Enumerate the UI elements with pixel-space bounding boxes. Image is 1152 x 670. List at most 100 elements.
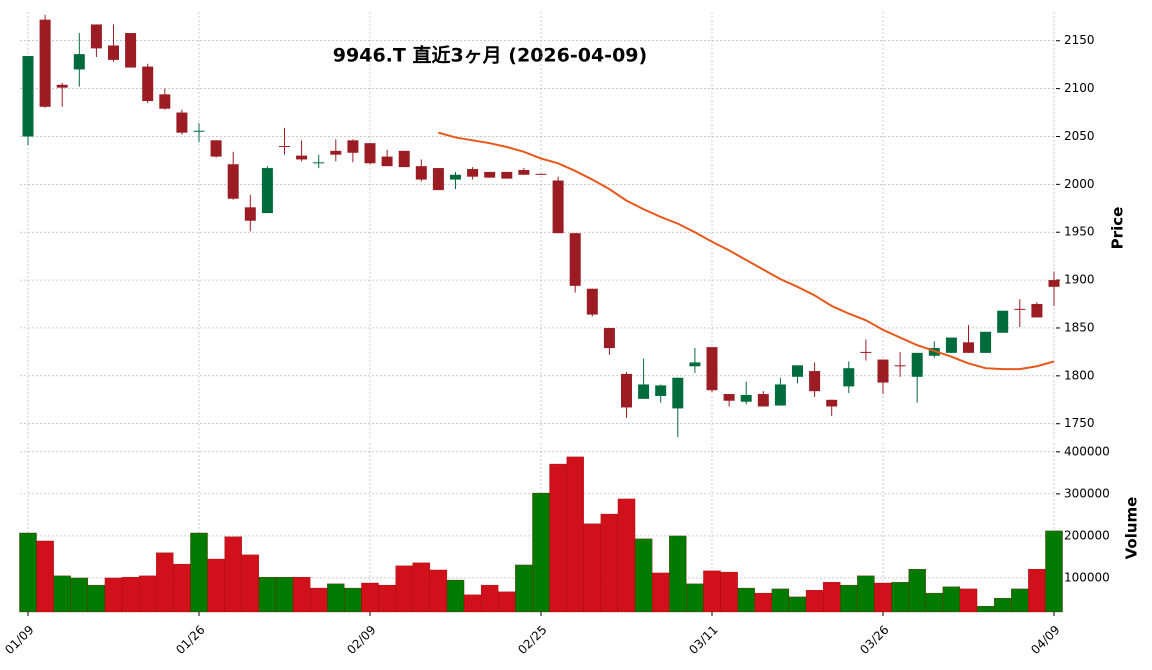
volume-bar (121, 576, 140, 613)
candle-body (552, 180, 564, 234)
volume-bar (566, 456, 584, 613)
volume-bar (412, 562, 431, 613)
volume-bar (532, 492, 550, 613)
volume-bar (669, 535, 687, 613)
candle-body (484, 171, 496, 178)
candle-body (501, 171, 513, 179)
x-tick-label: 01/26 (173, 623, 207, 657)
candle-body (774, 384, 786, 406)
candle-body (73, 54, 85, 70)
candle-body (1014, 308, 1026, 310)
volume-bar (994, 597, 1012, 613)
volume-bar (805, 589, 824, 613)
volume-bar (754, 592, 773, 613)
y-tick-label: 2000 (1064, 177, 1095, 191)
volume-bar (652, 572, 670, 613)
volume-bar (138, 575, 157, 613)
candle-body (296, 155, 308, 160)
candle-body (757, 394, 769, 407)
candle-body (108, 45, 119, 60)
candle-body (706, 347, 718, 391)
volume-bar (788, 596, 807, 613)
y-tick-label: 1850 (1064, 320, 1095, 334)
volume-bar (1011, 588, 1029, 613)
y-tick-label: 1900 (1064, 273, 1095, 287)
volume-bar (463, 594, 482, 613)
volume-bar (617, 498, 636, 613)
volume-bar (891, 582, 909, 613)
volume-bar (241, 554, 260, 613)
candle-body (569, 233, 581, 286)
candle-body (347, 140, 359, 153)
candle-body (398, 150, 410, 168)
volume-bar (292, 576, 311, 613)
volume-bar (515, 564, 533, 613)
volume-bar (36, 540, 54, 613)
volume-bar (327, 583, 345, 613)
volume-bar (1045, 530, 1063, 613)
volume-bar (634, 538, 653, 613)
candle-body (860, 351, 872, 353)
volume-bar (156, 552, 174, 613)
candle-body (723, 394, 735, 401)
candle-body (279, 146, 290, 148)
volume-bar (686, 583, 704, 613)
volume-bar (549, 463, 567, 613)
candle-body (364, 143, 376, 164)
chart-title: 9946.T 直近3ヶ月 (2026-04-09) (333, 44, 647, 67)
candle-body (843, 368, 855, 387)
volume-bar (275, 576, 294, 613)
y-tick-label: 2150 (1064, 33, 1095, 47)
volume-bar (378, 584, 396, 613)
x-tick-label: 01/09 (2, 623, 36, 657)
volume-bar (87, 584, 106, 613)
candle-body (621, 373, 632, 408)
candle-body (535, 173, 547, 175)
volume-bar (224, 536, 242, 613)
x-tick-label: 02/09 (344, 623, 378, 657)
volume-bar (480, 584, 499, 613)
volume-bar (942, 586, 961, 613)
candle-body (655, 385, 667, 396)
candle-body (586, 288, 598, 315)
volume-bar (361, 582, 379, 613)
candle-body (894, 365, 906, 367)
y-tick-label: 2050 (1064, 129, 1095, 143)
volume-bar (446, 579, 465, 613)
x-tick-label: 04/09 (1028, 623, 1062, 657)
volume-bar (429, 569, 448, 613)
volume-bar (309, 587, 328, 613)
candle-body (22, 56, 34, 137)
volume-bar (874, 582, 892, 613)
volume-bar (498, 591, 516, 613)
volume-bar (976, 605, 995, 613)
candle-body (381, 156, 393, 167)
candle-body (877, 359, 889, 383)
candle-body (1048, 280, 1060, 287)
candle-body (227, 164, 239, 199)
y-tick-label: 1950 (1064, 225, 1095, 239)
x-tick-label: 03/11 (686, 623, 720, 657)
volume-bar (70, 577, 89, 613)
volume-bar (190, 532, 208, 613)
candle-body (1031, 304, 1043, 318)
volume-bar (583, 523, 602, 613)
candle-body (193, 130, 205, 132)
candle-body (142, 66, 154, 102)
candle-body (792, 365, 803, 377)
candle-body (176, 112, 188, 133)
volume-bar (737, 587, 755, 613)
volume-bar (823, 582, 841, 613)
volume-bar (703, 570, 721, 613)
volume-bar (857, 575, 875, 613)
candle-body (313, 162, 325, 164)
candle-body (672, 377, 684, 409)
volume-bar (173, 563, 191, 613)
x-tick-label: 02/25 (515, 623, 549, 657)
candle-body (39, 19, 51, 107)
candle-body (980, 331, 992, 353)
y-tick-label: 1750 (1064, 416, 1095, 430)
volume-bar (908, 568, 926, 613)
candle-body (518, 169, 530, 175)
